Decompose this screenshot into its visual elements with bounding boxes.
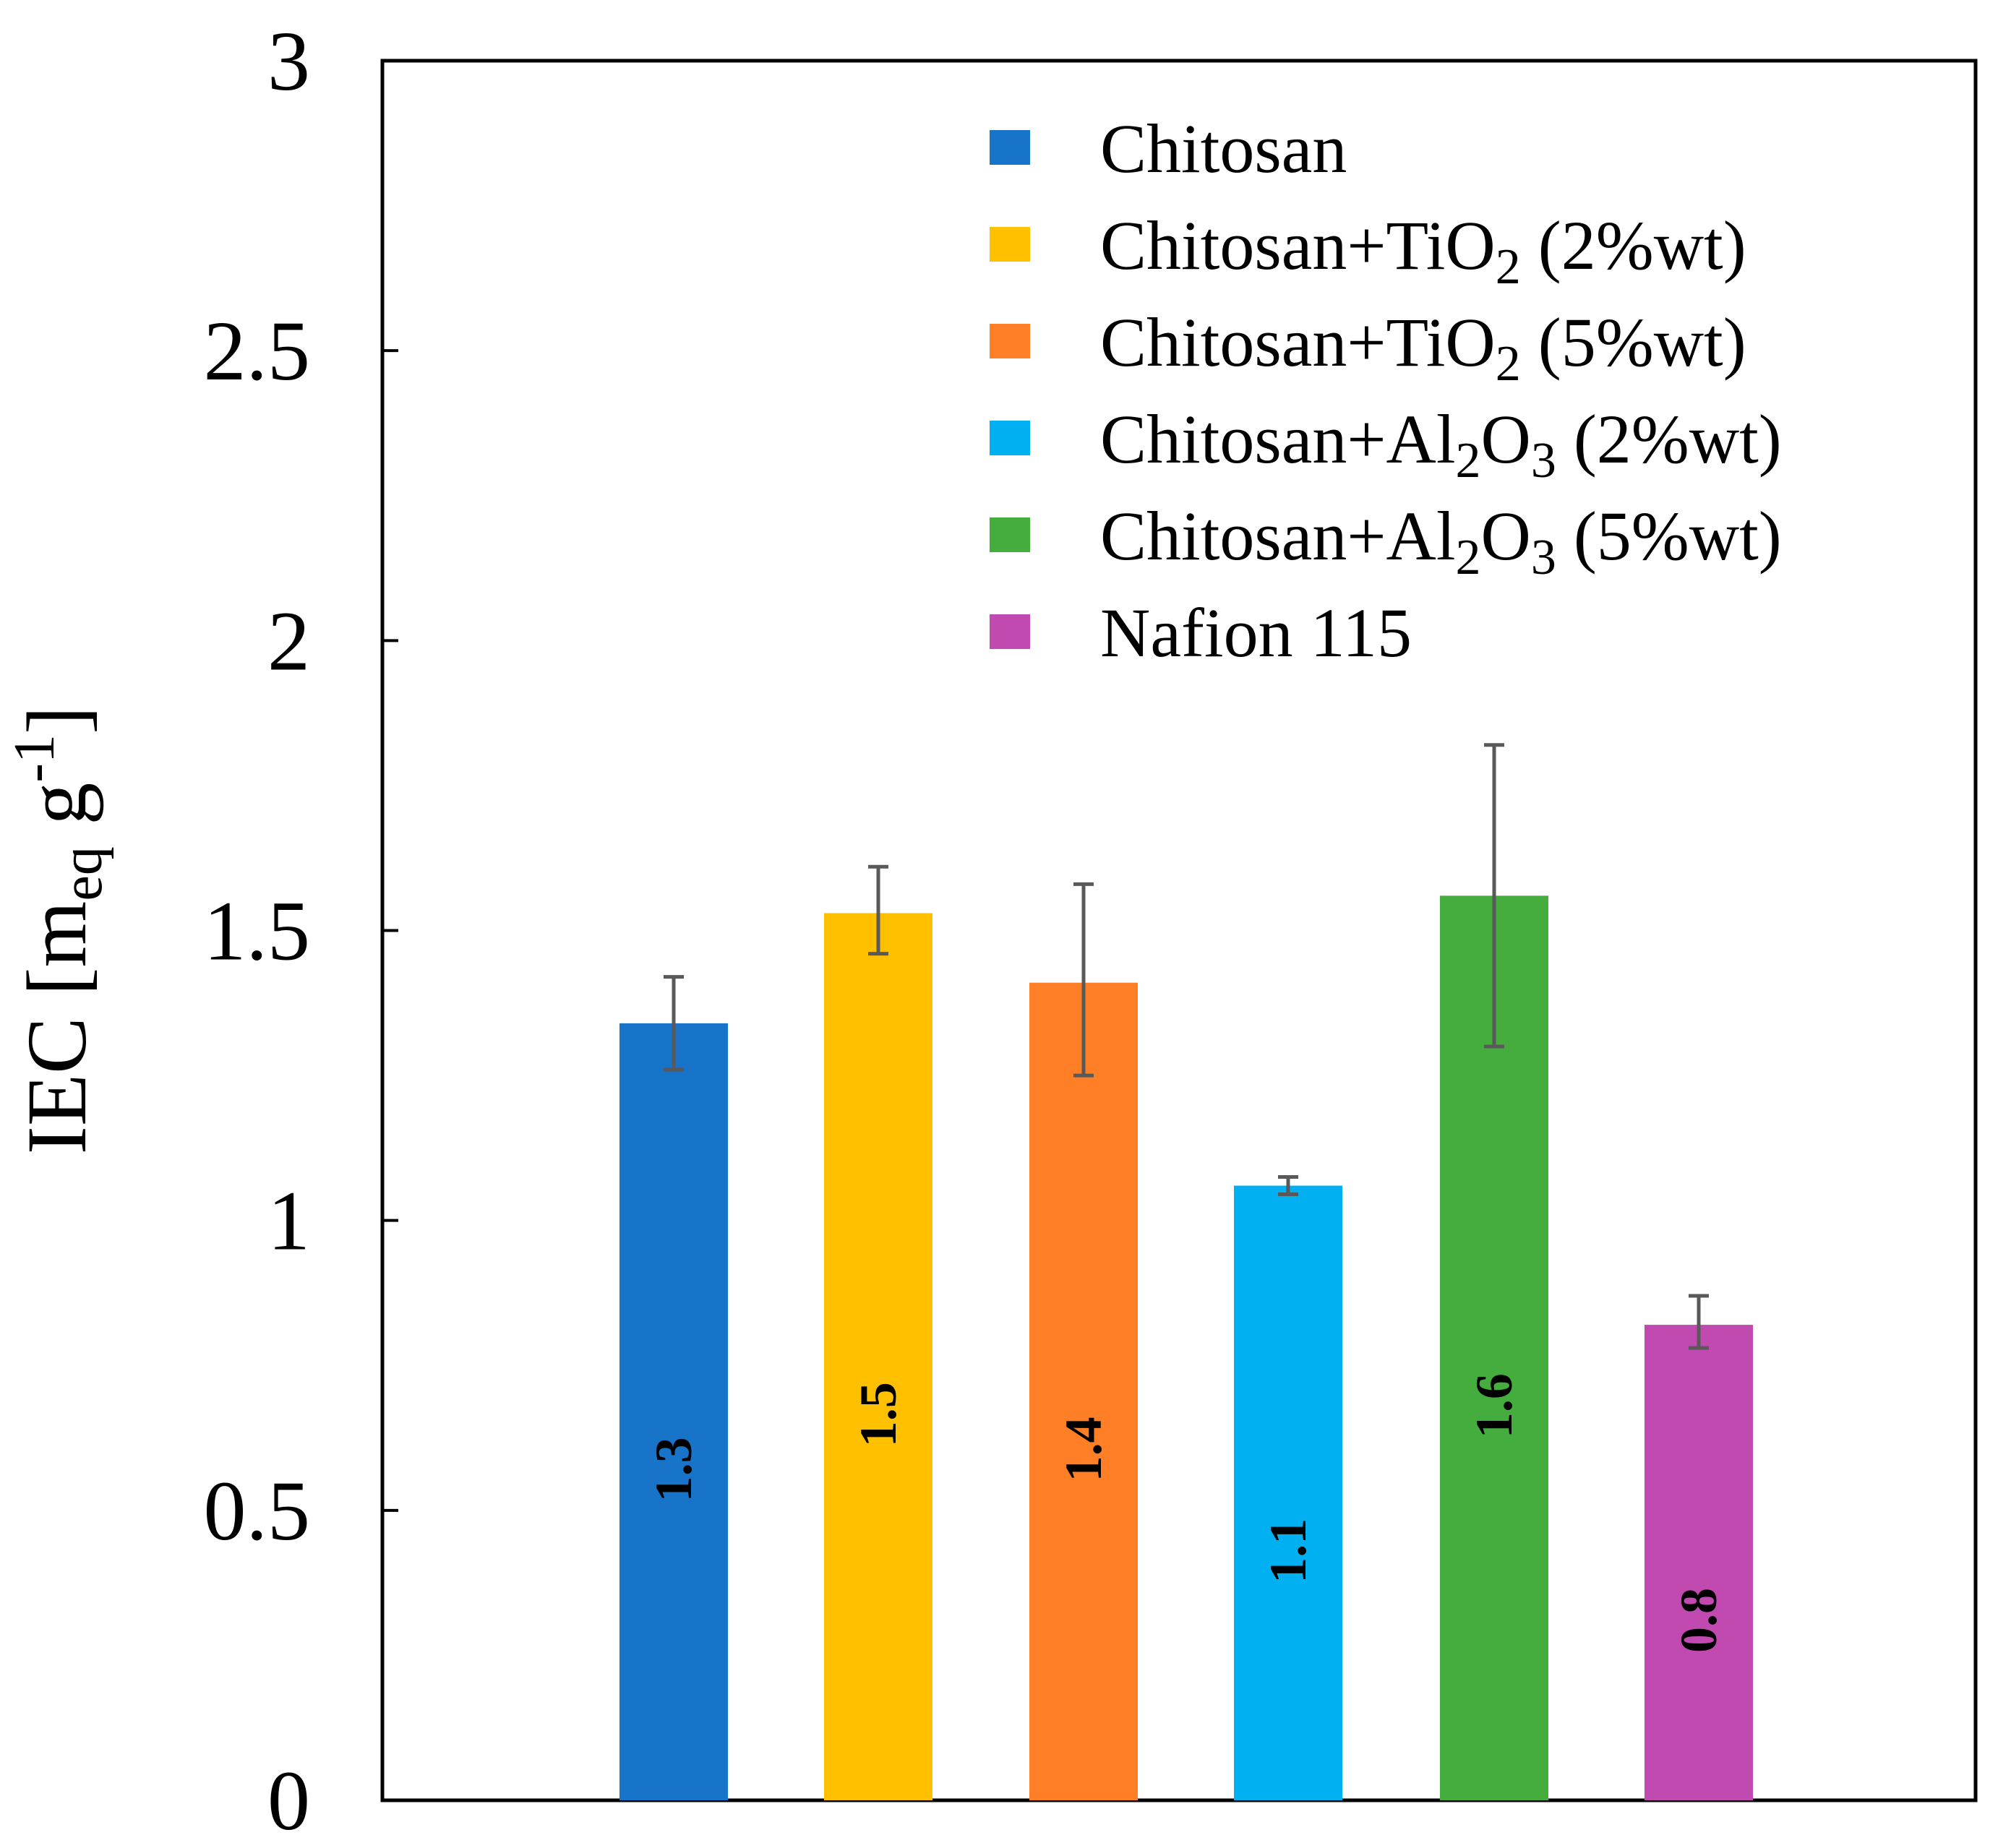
legend-label-part: O <box>1480 400 1530 478</box>
bar-data-label: 0.8 <box>1670 1588 1728 1653</box>
legend-label-suffix: (5%wt) <box>1556 497 1782 575</box>
legend-label-part: Chitosan+TiO <box>1100 207 1496 284</box>
legend-swatch <box>990 614 1030 649</box>
y-axis-ticks: 0 0.5 1 1.5 2 2.5 3 <box>204 14 398 1848</box>
legend-label-suffix: (2%wt) <box>1556 400 1782 478</box>
legend-label-part: 2 <box>1455 433 1480 489</box>
legend-label-part: 3 <box>1531 433 1556 489</box>
legend-label-part: 2 <box>1496 239 1521 295</box>
y-label-sup: -1 <box>3 734 67 783</box>
bar-data-label: 1.5 <box>849 1382 907 1447</box>
bar-data-label: 1.3 <box>645 1437 703 1502</box>
legend-swatch <box>990 227 1030 262</box>
legend-swatch <box>990 130 1030 165</box>
y-tick-label: 2 <box>267 593 310 688</box>
bar-data-label: 1.4 <box>1055 1417 1112 1482</box>
legend-label: Chitosan+Al2O3 (2%wt) <box>1100 400 1782 489</box>
y-tick-label: 0.5 <box>204 1464 311 1558</box>
legend-label-part: 3 <box>1531 530 1556 585</box>
legend-label: Chitosan <box>1100 110 1347 187</box>
y-label-main: IEC [m <box>9 901 104 1155</box>
legend-label-part: Chitosan <box>1100 110 1347 187</box>
legend-swatch <box>990 421 1030 455</box>
legend-label-part: 2 <box>1455 530 1480 585</box>
bar <box>619 1023 728 1800</box>
y-axis-label: IEC [meq g-1] <box>3 706 114 1155</box>
legend-label-suffix: (5%wt) <box>1521 304 1746 381</box>
y-label-mid: g <box>9 783 104 847</box>
bar <box>824 913 932 1800</box>
legend-label-suffix: (2%wt) <box>1521 207 1746 284</box>
bar <box>1645 1325 1753 1800</box>
y-label-sub: eq <box>51 846 114 901</box>
legend-label-part: Nafion 115 <box>1100 594 1412 671</box>
y-tick-label: 1.5 <box>204 884 311 979</box>
y-label-end: ] <box>9 706 104 734</box>
legend-label: Chitosan+TiO2 (2%wt) <box>1100 207 1746 295</box>
legend-label: Chitosan+TiO2 (5%wt) <box>1100 304 1746 392</box>
bar-data-label: 1.6 <box>1465 1373 1523 1438</box>
legend-label-part: Chitosan+Al <box>1100 400 1455 478</box>
y-tick-label: 2.5 <box>204 304 311 398</box>
legend-label-part: O <box>1480 497 1530 575</box>
legend-swatch <box>990 324 1030 358</box>
legend-label: Chitosan+Al2O3 (5%wt) <box>1100 497 1782 585</box>
bars: 1.3 1.5 1.4 1.1 1.6 0.8 <box>619 743 1753 1800</box>
legend-label-part: Chitosan+Al <box>1100 497 1455 575</box>
legend-swatch <box>990 517 1030 552</box>
bar-data-label: 1.1 <box>1259 1518 1317 1583</box>
y-tick-label: 1 <box>267 1174 310 1268</box>
legend-label-part: Chitosan+TiO <box>1100 304 1496 381</box>
y-tick-label: 3 <box>267 14 310 108</box>
bar <box>1029 982 1138 1800</box>
legend-label: Nafion 115 <box>1100 594 1412 671</box>
bar <box>1234 1185 1342 1800</box>
legend-label-part: 2 <box>1496 336 1521 392</box>
y-tick-label: 0 <box>267 1753 310 1848</box>
